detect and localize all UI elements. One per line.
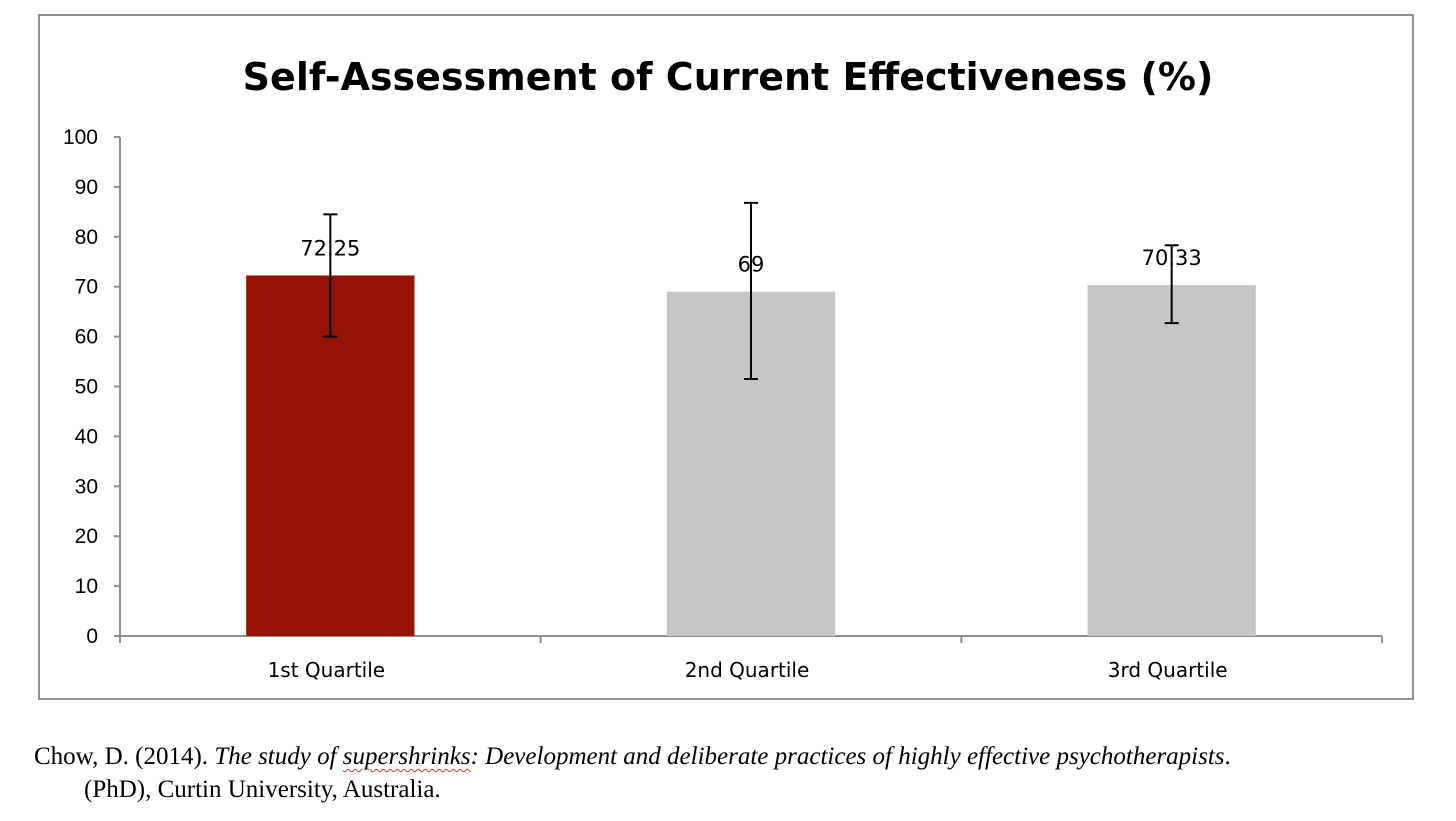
bars bbox=[246, 275, 1256, 636]
citation-after-title: . bbox=[1224, 743, 1231, 770]
data-label: 72.25 bbox=[300, 236, 360, 260]
y-tick-label: 20 bbox=[75, 525, 98, 548]
citation-author: Chow, D. (2014). bbox=[34, 743, 215, 770]
bar-chart: Self-Assessment of Current Effectiveness… bbox=[63, 55, 1383, 682]
y-tick-label: 40 bbox=[75, 425, 98, 448]
labels: 72.25 1st Quartile 69 2nd Quartile 70.33 3rd … bbox=[268, 236, 1228, 682]
chart-title: Self-Assessment of Current Effectiveness… bbox=[243, 55, 1214, 99]
y-tick-label: 80 bbox=[75, 226, 98, 249]
chart-frame: Self-Assessment of Current Effectiveness… bbox=[38, 14, 1414, 700]
x-category-label: 2nd Quartile bbox=[685, 658, 810, 682]
y-tick-label: 100 bbox=[63, 126, 98, 149]
y-tick-label: 60 bbox=[75, 326, 98, 349]
bar bbox=[1087, 285, 1256, 636]
y-tick-label: 90 bbox=[75, 176, 98, 199]
y-tick-label: 50 bbox=[75, 376, 98, 399]
y-tick-label: 0 bbox=[86, 625, 98, 648]
citation-title-word: supershrinks bbox=[342, 743, 471, 770]
data-label: 69 bbox=[738, 253, 765, 277]
x-category-label: 1st Quartile bbox=[268, 658, 386, 682]
citation-title-end: : Development and deliberate practices o… bbox=[470, 743, 1225, 770]
citation-title-start: The study of bbox=[214, 743, 343, 770]
citation-line2: (PhD), Curtin University, Australia. bbox=[84, 776, 441, 803]
error-bars bbox=[323, 201, 1179, 381]
y-tick-label: 30 bbox=[75, 475, 98, 498]
x-category-label: 3rd Quartile bbox=[1108, 658, 1228, 682]
data-label: 70.33 bbox=[1142, 246, 1202, 270]
citation: Chow, D. (2014). The study of supershrin… bbox=[34, 740, 1434, 806]
y-tick-label: 70 bbox=[75, 276, 98, 299]
y-tick-label: 10 bbox=[75, 575, 98, 598]
